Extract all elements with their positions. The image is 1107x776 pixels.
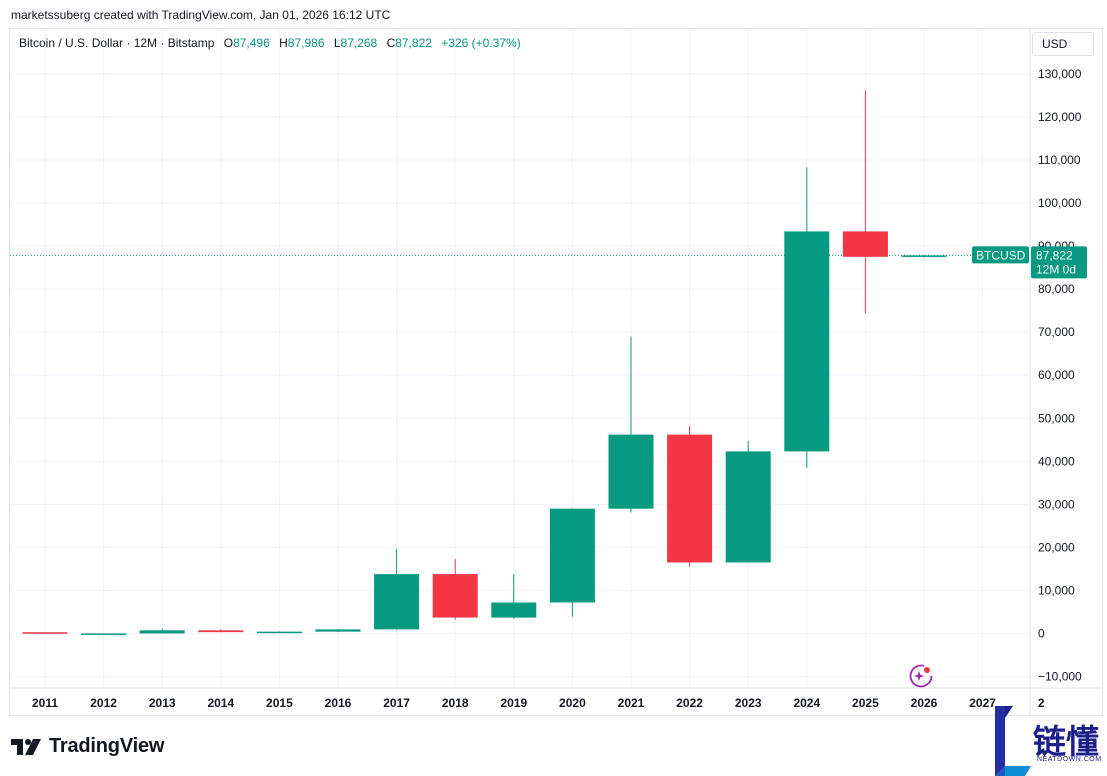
y-tick-label: 40,000	[1038, 454, 1075, 468]
change-value: +326 (+0.37%)	[441, 36, 521, 50]
sparkle-assistant-icon[interactable]	[908, 663, 934, 689]
low-key: L	[333, 36, 341, 50]
close-value: 87,822	[395, 36, 432, 50]
y-tick-label: 80,000	[1038, 282, 1075, 296]
x-tick-label: 2022	[676, 696, 703, 710]
x-tick-label: 2012	[90, 696, 117, 710]
candle-body[interactable]	[198, 630, 244, 633]
x-tick-label: 2027	[969, 696, 996, 710]
y-tick-label: 130,000	[1038, 67, 1082, 81]
candle-body[interactable]	[491, 602, 537, 618]
y-tick-label: 60,000	[1038, 368, 1075, 382]
x-tick-label: 2019	[500, 696, 527, 710]
candle-body[interactable]	[139, 630, 185, 634]
tradingview-logo-icon	[11, 738, 41, 755]
grid-lines	[10, 30, 1030, 688]
candle-body[interactable]	[315, 629, 361, 632]
x-tick-label: 2013	[149, 696, 176, 710]
watermark-logo-icon	[995, 706, 1031, 776]
last-price-tag	[1031, 246, 1087, 279]
symbol-tag-label: BTCUSD	[976, 248, 1026, 262]
y-tick-label: 100,000	[1038, 196, 1082, 210]
low-value: 87,268	[340, 36, 378, 50]
y-tick-label: 110,000	[1038, 153, 1081, 167]
y-tick-label: 50,000	[1038, 411, 1075, 425]
candle-body[interactable]	[842, 231, 888, 257]
x-tick-label: 2020	[559, 696, 586, 710]
symbol-tag	[972, 246, 1029, 264]
candles	[22, 90, 947, 635]
candle-body[interactable]	[22, 632, 68, 634]
x-tick-label: 2025	[852, 696, 879, 710]
last-price-label: 87,822	[1036, 248, 1073, 262]
candle-body[interactable]	[725, 451, 771, 563]
y-tick-label: 10,000	[1038, 583, 1075, 597]
watermark-subtext: NEATDOWN.COM	[1037, 756, 1102, 763]
y-tick-label: 30,000	[1038, 497, 1075, 511]
x-tick-label: 2024	[793, 696, 820, 710]
y-tick-label: 120,000	[1038, 110, 1082, 124]
tradingview-logo[interactable]: TradingView	[11, 735, 164, 758]
currency-selector[interactable]: USD	[1032, 32, 1094, 56]
open-key: O	[223, 36, 234, 50]
candle-body[interactable]	[608, 434, 654, 509]
countdown-label: 12M 0d	[1036, 262, 1076, 276]
watermark-text: 链懂	[1033, 722, 1099, 761]
x-tick-label: 2011	[32, 696, 58, 710]
symbol-title[interactable]: Bitcoin / U.S. Dollar · 12M · Bitstamp	[19, 36, 215, 50]
candle-body[interactable]	[667, 434, 713, 563]
chart-frame	[9, 28, 1103, 716]
candle-body[interactable]	[901, 255, 947, 257]
candle-body[interactable]	[256, 631, 302, 634]
x-tick-label: 2	[1038, 696, 1045, 710]
candle-body[interactable]	[784, 231, 830, 452]
candle-body[interactable]	[81, 633, 127, 635]
chart-credit: marketssuberg created with TradingView.c…	[11, 8, 391, 22]
candle-body[interactable]	[432, 574, 478, 618]
open-value: 87,496	[233, 36, 270, 50]
ohlc-legend: Bitcoin / U.S. Dollar · 12M · Bitstamp O…	[19, 36, 521, 50]
axes: 130,000120,000110,000100,00090,00080,000…	[9, 28, 1103, 716]
x-tick-label: 2021	[618, 696, 645, 710]
chart-canvas[interactable]: 130,000120,000110,000100,00090,00080,000…	[0, 0, 1107, 716]
close-key: C	[386, 36, 396, 50]
high-value: 87,986	[287, 36, 325, 50]
x-tick-label: 2016	[325, 696, 352, 710]
candle-body[interactable]	[549, 508, 595, 603]
x-tick-label: 2015	[266, 696, 293, 710]
x-tick-label: 2018	[442, 696, 469, 710]
candle-body[interactable]	[374, 574, 420, 630]
x-tick-label: 2014	[207, 696, 234, 710]
y-tick-label: −10,000	[1038, 670, 1082, 684]
high-key: H	[279, 36, 288, 50]
x-tick-label: 2017	[383, 696, 410, 710]
x-tick-label: 2023	[735, 696, 762, 710]
tradingview-logo-text: TradingView	[49, 735, 165, 757]
y-tick-label: 20,000	[1038, 540, 1075, 554]
x-tick-label: 2026	[911, 696, 938, 710]
y-tick-label: 0	[1038, 627, 1045, 641]
y-tick-label: 70,000	[1038, 325, 1075, 339]
